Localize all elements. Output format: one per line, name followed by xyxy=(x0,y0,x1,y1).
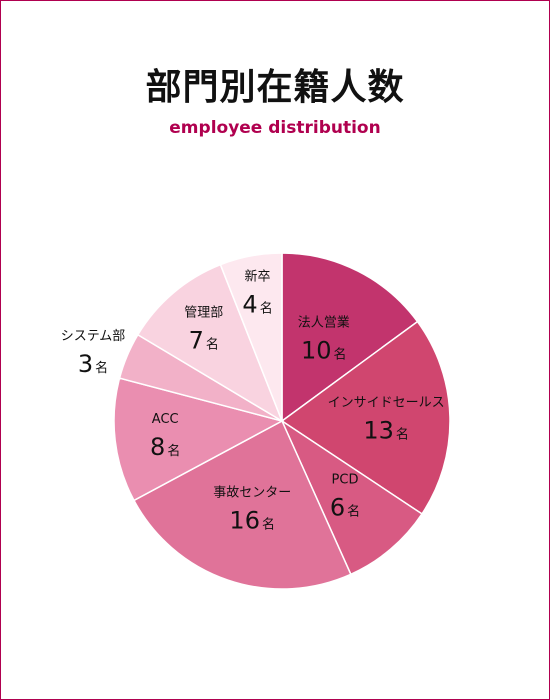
slice-label: 新卒 xyxy=(245,268,271,284)
slice-label-group: 管理部 7 名 xyxy=(184,306,223,355)
pie-slice xyxy=(132,419,352,590)
slice-label-group: ACC 8 名 xyxy=(150,412,180,461)
pie-slice xyxy=(113,377,285,502)
pie-slice xyxy=(281,252,419,423)
slice-label: インサイドセールス xyxy=(328,396,445,411)
slice-label: ACC xyxy=(152,412,179,427)
slice-label-group: PCD 6 名 xyxy=(330,472,360,521)
slice-label: 法人営業 xyxy=(298,315,350,331)
chart-title: 部門別在籍人数 xyxy=(145,67,405,108)
slice-value: 10 名 xyxy=(301,337,347,365)
slice-value: 16 名 xyxy=(229,506,275,534)
slice-label-group: システム部 3 名 xyxy=(61,329,126,378)
pie-slice xyxy=(280,418,423,576)
slice-label-group: 法人営業 10 名 xyxy=(298,315,350,365)
slice-label-group: 新卒 4 名 xyxy=(242,268,272,318)
slice-label-group: 事故センター 16 名 xyxy=(213,485,291,534)
pie-slice xyxy=(136,263,284,423)
slice-label: 管理部 xyxy=(184,306,223,321)
slice-label-group: インサイドセールス 13 名 xyxy=(328,396,445,445)
slice-label: システム部 xyxy=(61,329,126,344)
slice-value: 13 名 xyxy=(363,417,409,445)
chart-subtitle: employee distribution xyxy=(169,118,381,138)
pie-slice xyxy=(219,252,283,422)
slice-label: PCD xyxy=(332,472,359,487)
slice-label: 事故センター xyxy=(213,485,291,500)
pie-slice xyxy=(280,320,451,515)
